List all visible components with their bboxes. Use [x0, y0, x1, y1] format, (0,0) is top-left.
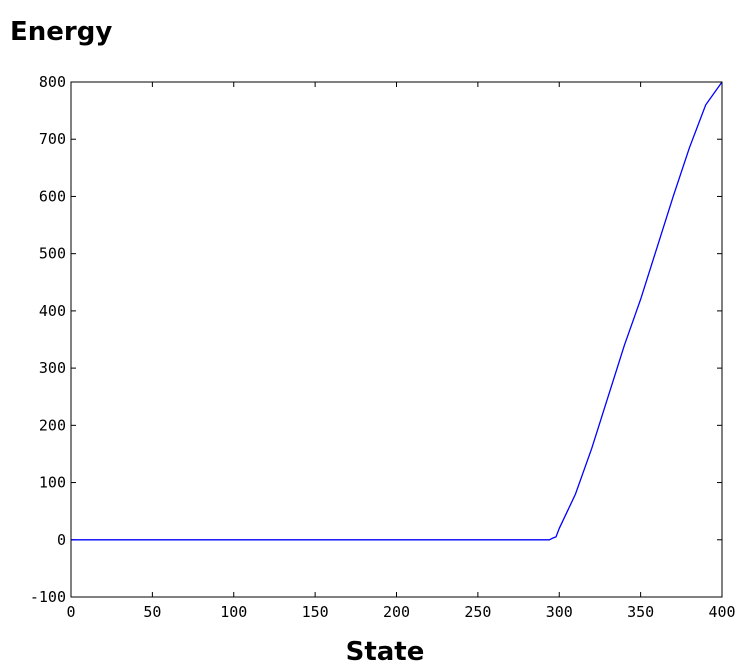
- y-tick-label: 600: [39, 187, 66, 205]
- y-tick-label: 400: [39, 302, 66, 320]
- x-tick-label: 0: [66, 603, 75, 621]
- axis-ticks: 0 50 100 150 200 250 300 350 400-100010020030040…: [30, 73, 736, 621]
- x-tick-label: 200: [383, 603, 410, 621]
- y-tick-label: -100: [30, 588, 66, 606]
- y-tick-label: 500: [39, 245, 66, 263]
- x-tick-label: 250: [464, 603, 491, 621]
- x-tick-label: 300: [546, 603, 573, 621]
- y-tick-label: 200: [39, 416, 66, 434]
- x-tick-label: 150: [302, 603, 329, 621]
- x-axis-label: State: [346, 637, 425, 667]
- y-tick-label: 300: [39, 359, 66, 377]
- x-tick-label: 50: [143, 603, 161, 621]
- y-tick-label: 800: [39, 73, 66, 91]
- y-tick-label: 100: [39, 474, 66, 492]
- y-axis-label: Energy: [10, 17, 112, 47]
- x-tick-label: 100: [220, 603, 247, 621]
- plot-frame: [70, 81, 723, 598]
- x-tick-label: 400: [708, 603, 735, 621]
- x-tick-label: 350: [627, 603, 654, 621]
- series-line: [71, 81, 723, 541]
- y-tick-label: 700: [39, 130, 66, 148]
- y-tick-label: 0: [57, 531, 66, 549]
